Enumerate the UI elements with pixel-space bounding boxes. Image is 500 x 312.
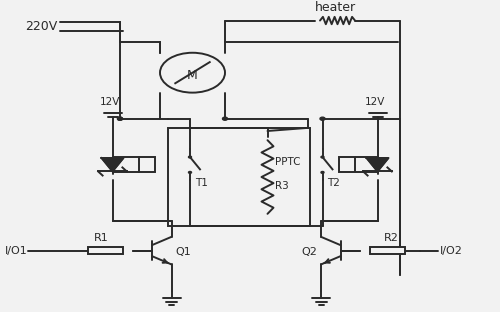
Text: T2: T2 bbox=[328, 178, 340, 188]
Text: I/O2: I/O2 bbox=[440, 246, 463, 256]
Circle shape bbox=[188, 172, 192, 173]
Text: 220V: 220V bbox=[25, 20, 57, 32]
Circle shape bbox=[118, 117, 122, 120]
Text: Q2: Q2 bbox=[302, 247, 318, 257]
Bar bbox=[140, 157, 156, 173]
Text: 12V: 12V bbox=[100, 97, 120, 107]
Text: PPTC: PPTC bbox=[275, 157, 300, 167]
Circle shape bbox=[321, 156, 324, 158]
Text: heater: heater bbox=[315, 1, 356, 14]
Circle shape bbox=[321, 172, 324, 173]
Text: 12V: 12V bbox=[365, 97, 385, 107]
Text: Q1: Q1 bbox=[175, 247, 191, 257]
Bar bbox=[88, 247, 122, 254]
Circle shape bbox=[222, 117, 228, 120]
Circle shape bbox=[118, 117, 122, 120]
Text: R3: R3 bbox=[275, 181, 289, 191]
Text: T1: T1 bbox=[195, 178, 208, 188]
Text: I/O1: I/O1 bbox=[5, 246, 28, 256]
Text: R2: R2 bbox=[384, 233, 399, 243]
Text: M: M bbox=[187, 69, 198, 82]
Polygon shape bbox=[102, 158, 124, 172]
Circle shape bbox=[188, 156, 192, 158]
Bar bbox=[340, 157, 355, 173]
Circle shape bbox=[320, 117, 325, 120]
Text: R1: R1 bbox=[94, 233, 108, 243]
Bar bbox=[370, 247, 405, 254]
Polygon shape bbox=[366, 158, 388, 172]
Bar bbox=[168, 128, 310, 226]
